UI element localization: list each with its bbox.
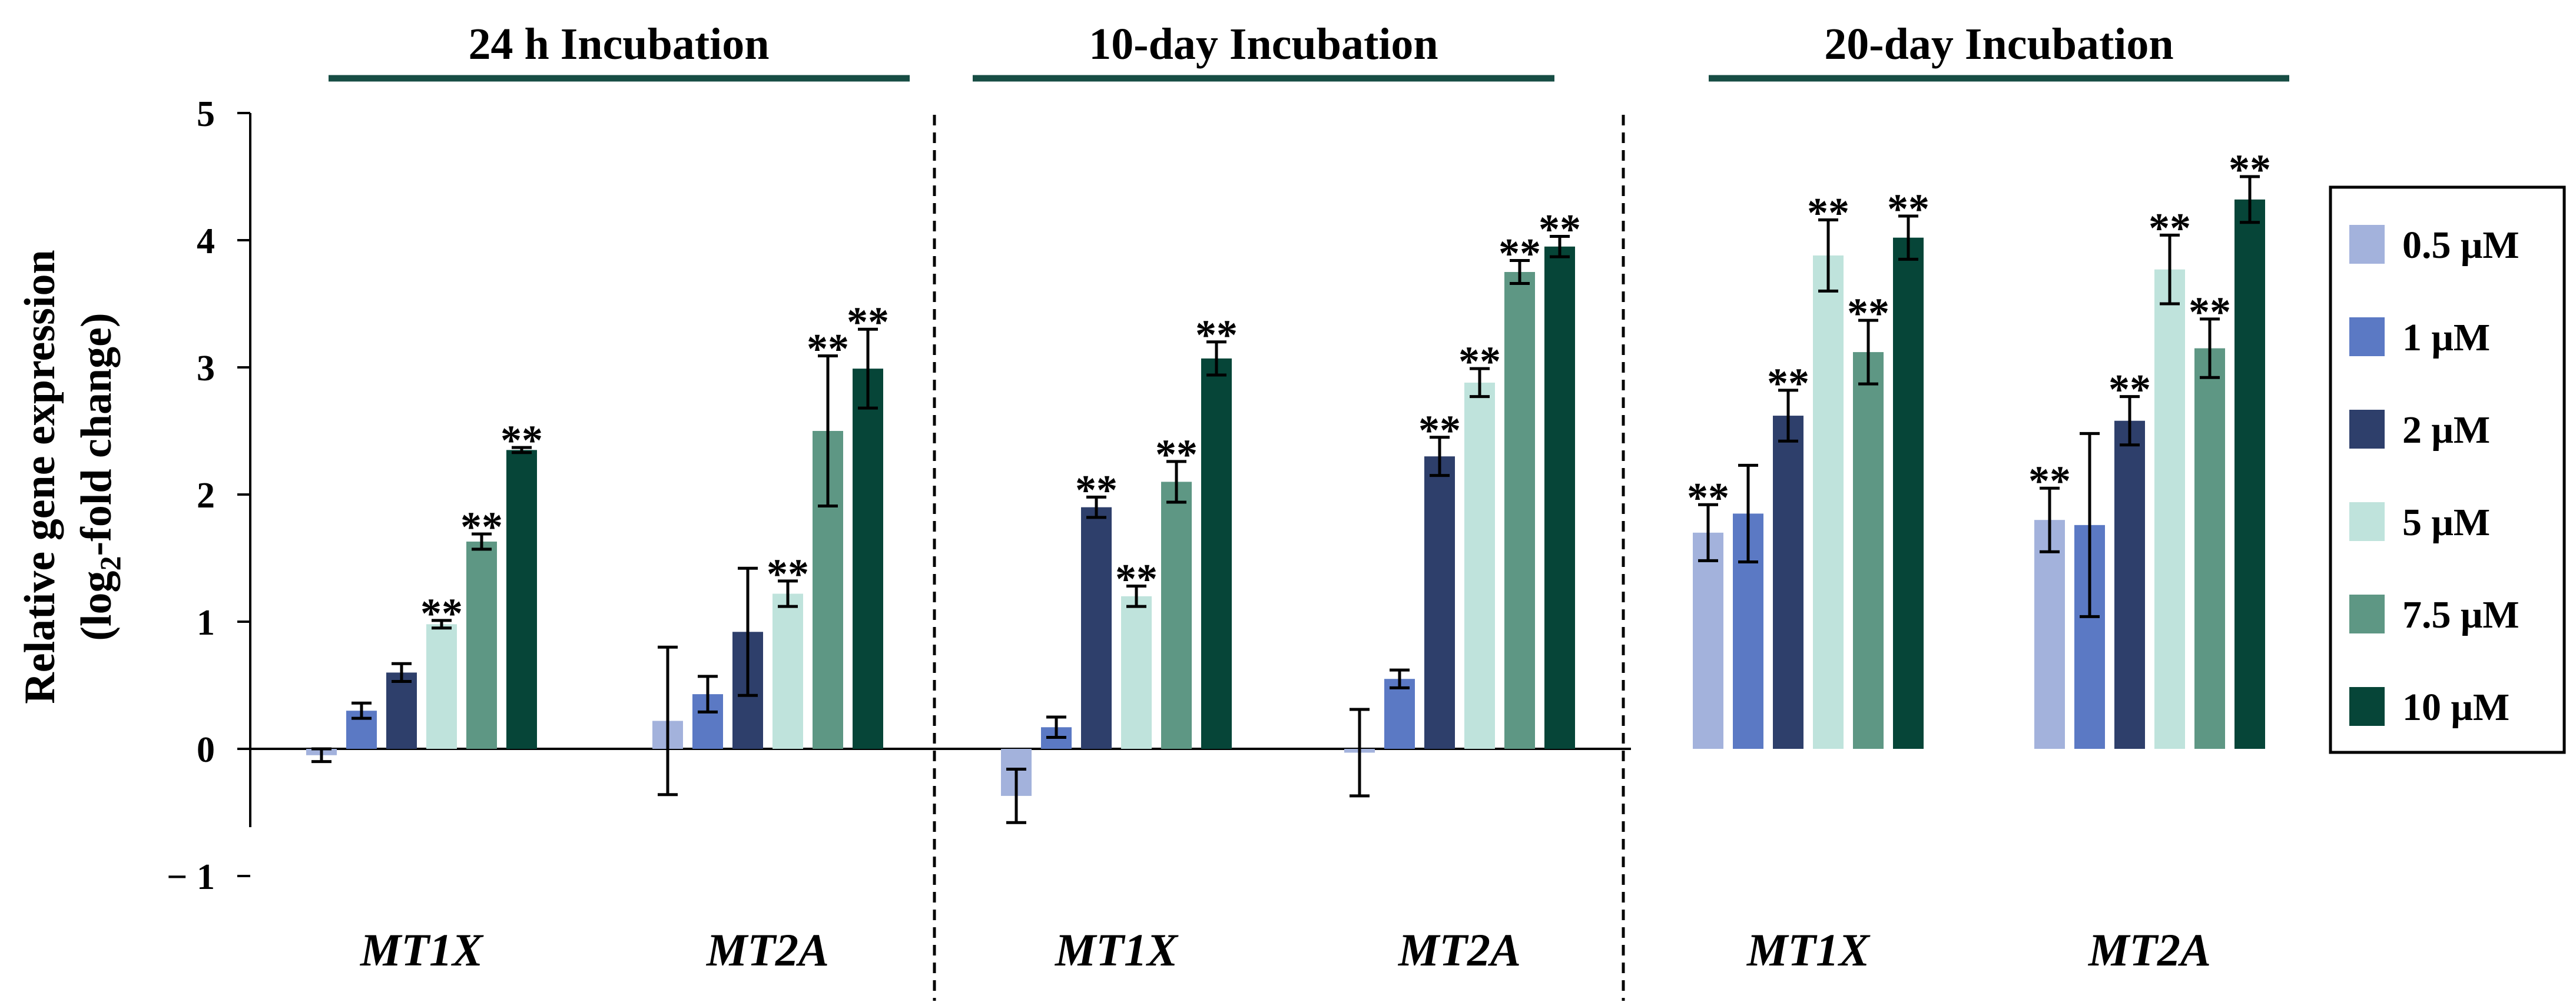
legend-swatch bbox=[2349, 595, 2385, 633]
significance-label: ** bbox=[1767, 360, 1809, 407]
y-tick-label: 4 bbox=[197, 221, 215, 261]
bar bbox=[1893, 237, 1924, 749]
y-axis-label-subscript: 2 bbox=[94, 556, 127, 570]
significance-label: ** bbox=[460, 503, 503, 550]
legend-label: 2 μM bbox=[2402, 409, 2490, 452]
significance-label: ** bbox=[420, 590, 463, 637]
legend-swatch bbox=[2349, 410, 2385, 449]
bar bbox=[1853, 352, 1884, 749]
y-tick-label: 3 bbox=[197, 349, 215, 389]
y-axis-label-suffix: -fold change) bbox=[72, 313, 121, 556]
bar bbox=[2194, 348, 2225, 749]
panel-title: 20-day Incubation bbox=[1824, 19, 2173, 69]
legend-swatch bbox=[2349, 225, 2385, 264]
gene-label: MT1X bbox=[359, 924, 484, 976]
y-axis-label-line1: Relative gene expression bbox=[16, 250, 64, 704]
gene-label: MT1X bbox=[1746, 924, 1871, 976]
legend-label: 10 μM bbox=[2402, 686, 2509, 729]
y-tick-label: − 1 bbox=[167, 857, 215, 897]
significance-label: ** bbox=[1887, 185, 1929, 233]
bar bbox=[466, 541, 497, 749]
legend-label: 7.5 μM bbox=[2402, 593, 2519, 636]
bar bbox=[386, 672, 417, 749]
significance-label: ** bbox=[807, 326, 849, 373]
bar bbox=[1161, 482, 1192, 749]
legend-swatch bbox=[2349, 317, 2385, 356]
bar bbox=[426, 624, 457, 749]
y-axis-label-prefix: (log bbox=[72, 570, 121, 641]
significance-label: ** bbox=[1498, 230, 1541, 277]
bar bbox=[853, 369, 883, 749]
bar bbox=[1201, 358, 1232, 749]
significance-label: ** bbox=[1195, 311, 1238, 359]
bar bbox=[1464, 382, 1495, 749]
bar bbox=[773, 593, 803, 749]
legend-swatch bbox=[2349, 687, 2385, 726]
significance-label: ** bbox=[1115, 556, 1158, 603]
significance-label: ** bbox=[1155, 431, 1198, 478]
significance-label: ** bbox=[1847, 290, 1889, 337]
y-axis-label-line2: (log2-fold change) bbox=[72, 313, 127, 641]
bar bbox=[2154, 269, 2185, 749]
significance-label: ** bbox=[1539, 206, 1581, 253]
legend-label: 5 μM bbox=[2402, 501, 2490, 544]
y-tick-label: 5 bbox=[197, 94, 215, 134]
panel-title: 24 h Incubation bbox=[468, 19, 769, 69]
bar bbox=[1384, 679, 1415, 749]
gene-label: MT2A bbox=[1397, 924, 1521, 976]
legend-label: 0.5 μM bbox=[2402, 224, 2519, 267]
y-tick-label: 0 bbox=[197, 730, 215, 770]
gene-label: MT1X bbox=[1054, 924, 1179, 976]
bar bbox=[2234, 199, 2265, 749]
bar bbox=[1424, 456, 1455, 749]
legend-swatch bbox=[2349, 502, 2385, 541]
significance-label: ** bbox=[1418, 407, 1461, 454]
bar bbox=[1121, 596, 1152, 749]
significance-label: ** bbox=[2108, 366, 2151, 413]
bar bbox=[1773, 416, 1803, 749]
gene-label: MT2A bbox=[705, 924, 829, 976]
bar-layer: ****************************************… bbox=[306, 146, 2271, 824]
significance-label: ** bbox=[1807, 189, 1849, 236]
panel-title: 10-day Incubation bbox=[1089, 19, 1438, 69]
bar bbox=[1813, 255, 1844, 749]
bar bbox=[506, 450, 537, 749]
gene-label: MT2A bbox=[2087, 924, 2211, 976]
bar bbox=[1081, 507, 1112, 749]
significance-label: ** bbox=[1687, 474, 1729, 521]
significance-label: ** bbox=[847, 298, 889, 346]
significance-label: ** bbox=[1075, 466, 1118, 513]
bar bbox=[2114, 420, 2145, 749]
legend: 0.5 μM 1 μM 2 μM 5 μM 7.5 μM 10 μM bbox=[2329, 185, 2566, 754]
y-tick-label: 1 bbox=[197, 603, 215, 643]
y-tick-label: 2 bbox=[197, 476, 215, 516]
bar bbox=[2034, 520, 2065, 749]
significance-label: ** bbox=[2189, 288, 2231, 336]
significance-label: ** bbox=[2149, 204, 2191, 251]
significance-label: ** bbox=[2028, 457, 2071, 505]
bar bbox=[1544, 246, 1575, 749]
legend-label: 1 μM bbox=[2402, 316, 2490, 359]
legend-box bbox=[2329, 185, 2566, 754]
bar bbox=[1693, 532, 1723, 749]
significance-label: ** bbox=[1458, 338, 1501, 385]
bar bbox=[1504, 272, 1535, 749]
significance-label: ** bbox=[2229, 146, 2271, 193]
panel-layer: 24 h Incubation MT1X MT2A 10-day Incubation… bbox=[329, 19, 2289, 1001]
significance-label: ** bbox=[500, 417, 543, 464]
significance-label: ** bbox=[767, 550, 809, 598]
